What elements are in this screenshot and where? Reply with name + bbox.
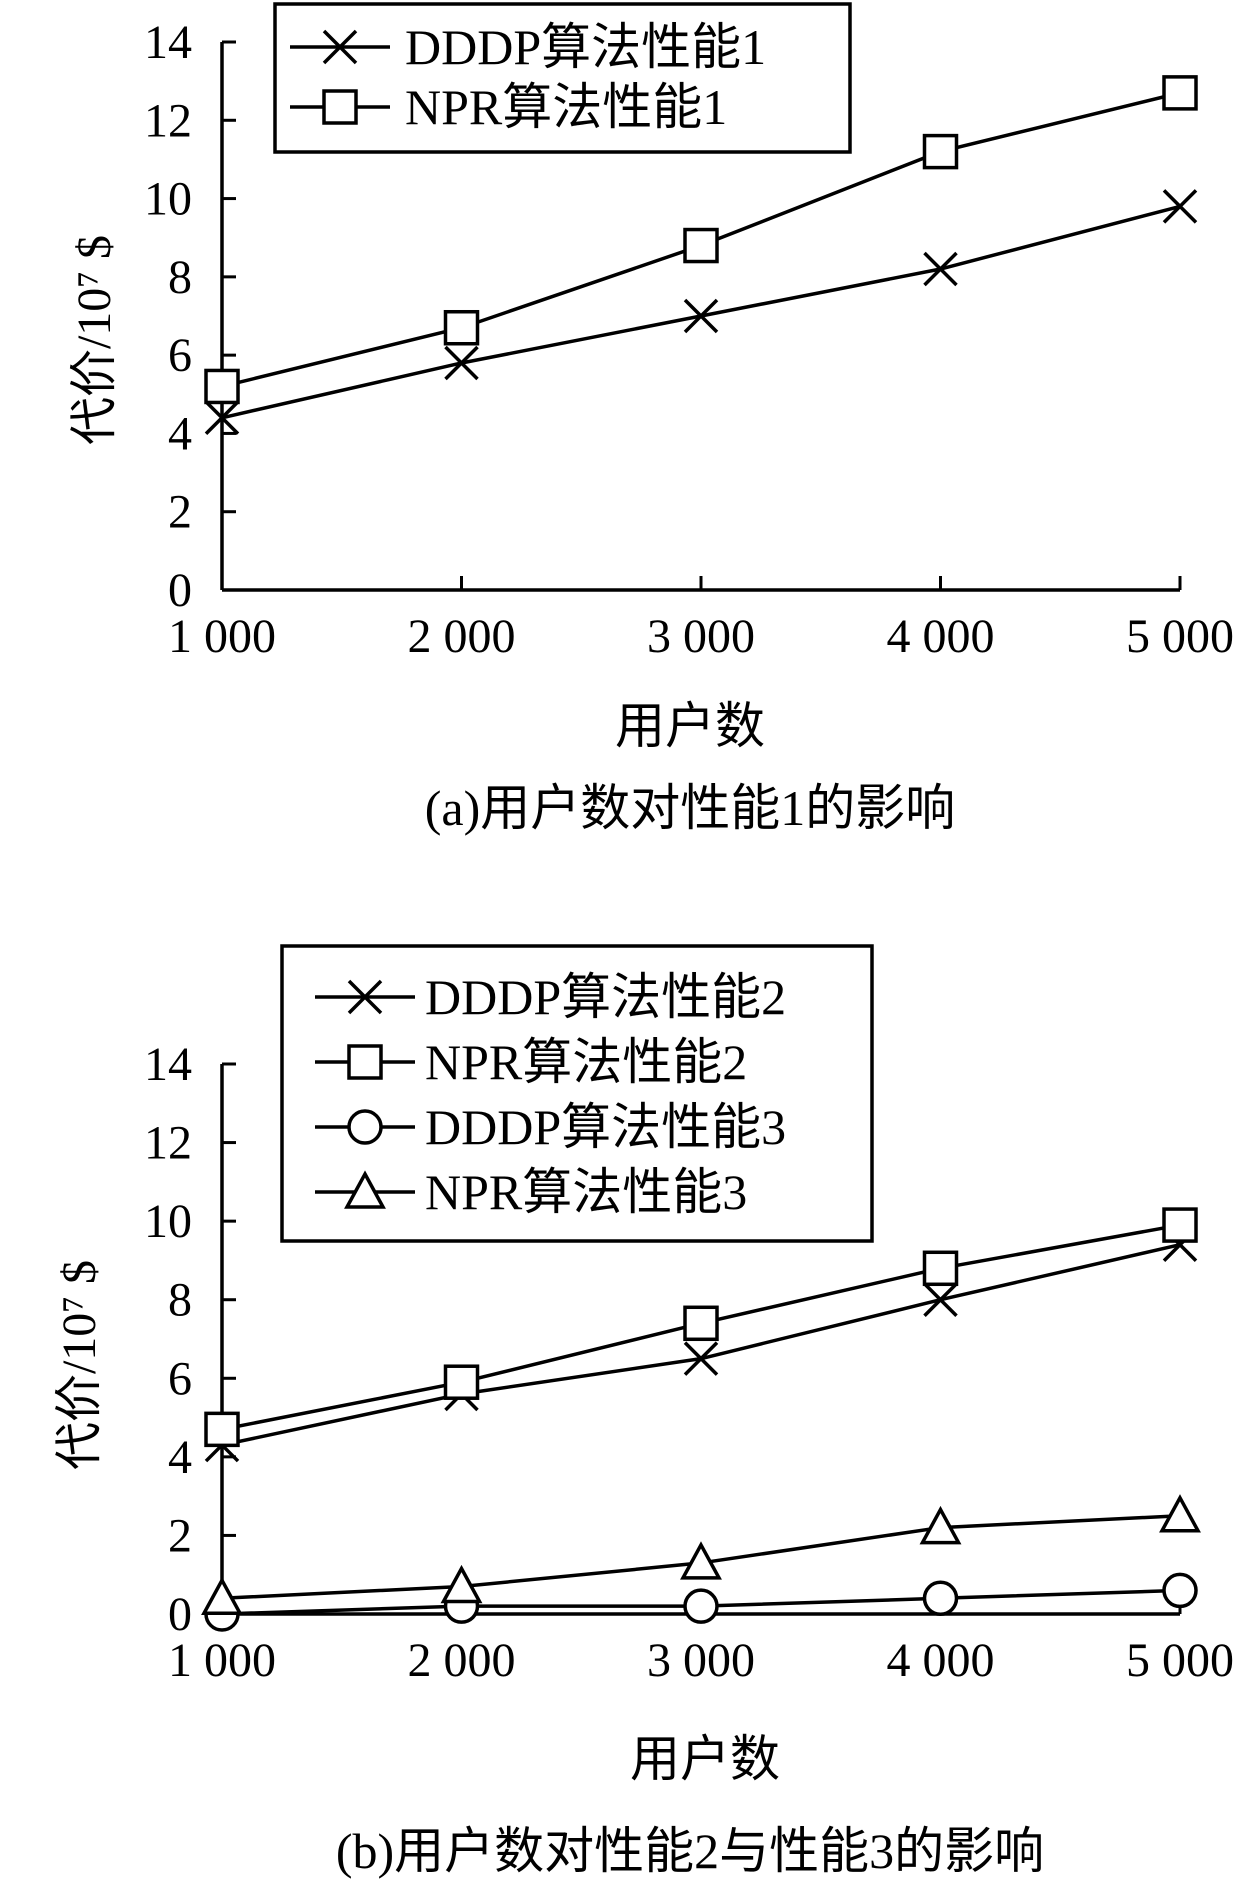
chart-caption: (b)用户数对性能2与性能3的影响 (336, 1823, 1044, 1879)
data-point (919, 1505, 962, 1545)
chart-0: 0 2 4 6 8 10 12 14 1 000 2 000 3 000 4 000 5 000 用户数 代… (68, 2, 1234, 836)
y-tick-label: 0 (168, 1588, 192, 1641)
x-tick-label: 2 000 (408, 1634, 516, 1687)
y-tick-label: 12 (144, 1117, 192, 1170)
data-point (683, 227, 719, 264)
y-tick-label: 8 (168, 251, 192, 304)
x-tick-label: 4 000 (887, 1634, 995, 1687)
x-tick-label: 1 000 (168, 610, 276, 663)
x-tick-label: 4 000 (887, 610, 995, 663)
x-tick-label: 5 000 (1126, 1634, 1234, 1687)
legend: DDDP算法性能2 NPR算法性能2 DDDP算法性能3 NPR算法性能3 (280, 944, 874, 1243)
x-tick-label: 2 000 (408, 610, 516, 663)
series-0-1 (204, 75, 1198, 405)
legend-marker (344, 1170, 386, 1209)
legend-label: DDDP算法性能3 (425, 1099, 786, 1155)
legend-label: NPR算法性能3 (425, 1164, 747, 1220)
data-point (443, 1364, 480, 1400)
data-point (922, 133, 959, 170)
legend-entry: DDDP算法性能2 (315, 969, 786, 1025)
legend-entry: NPR算法性能1 (290, 79, 727, 135)
data-point (922, 1580, 959, 1617)
y-tick-label: 0 (168, 564, 192, 617)
chart-caption: (a)用户数对性能1的影响 (425, 780, 956, 836)
data-point (1162, 75, 1198, 111)
x-tick-label: 1 000 (168, 1634, 276, 1687)
data-point (440, 1564, 483, 1604)
series-0-0 (204, 189, 1198, 436)
y-tick-label: 10 (144, 1195, 192, 1248)
data-point (683, 298, 719, 334)
x-axis-label: 用户数 (615, 698, 765, 754)
data-point (683, 1341, 719, 1376)
y-tick-label: 6 (168, 1352, 192, 1405)
legend-label: NPR算法性能1 (405, 79, 727, 135)
legend-label: NPR算法性能2 (425, 1034, 747, 1090)
data-point (923, 251, 958, 287)
x-axis-label: 用户数 (630, 1731, 780, 1787)
chart-1: 0 2 4 6 8 10 12 14 1 000 2 000 3 000 4 000 5 000 用户数 代… (53, 944, 1234, 1879)
data-point (683, 1305, 719, 1342)
legend-marker (322, 89, 358, 125)
data-point (1162, 1207, 1198, 1243)
data-point (923, 1282, 958, 1317)
data-point (204, 368, 240, 405)
data-point (1162, 1572, 1198, 1609)
y-tick-label: 4 (168, 1431, 192, 1484)
data-point (201, 1576, 243, 1616)
y-tick-label: 2 (168, 486, 192, 539)
series-line (221, 1243, 1181, 1447)
legend-entry: NPR算法性能2 (315, 1034, 747, 1090)
y-tick-label: 14 (144, 16, 192, 69)
data-point (443, 309, 480, 346)
legend-marker (322, 29, 358, 65)
legend-marker (347, 1109, 383, 1145)
y-axis-label: 代价/10⁷ $ (53, 1260, 106, 1470)
data-point (204, 1411, 240, 1448)
data-point (444, 345, 479, 381)
series-1-3 (201, 1494, 1201, 1616)
data-point (683, 1588, 719, 1624)
series-1-2 (204, 1572, 1198, 1632)
data-point (1162, 189, 1198, 224)
y-axis-label: 代价/10⁷ $ (68, 235, 121, 445)
data-point (922, 1250, 959, 1287)
series-1-0 (204, 1227, 1198, 1463)
x-tick-label: 3 000 (647, 1634, 755, 1687)
legend-entry: DDDP算法性能1 (290, 19, 766, 75)
x-tick-label: 3 000 (647, 610, 755, 663)
legend-label: DDDP算法性能1 (405, 19, 766, 75)
y-tick-label: 8 (168, 1274, 192, 1327)
legend-marker (347, 1044, 383, 1080)
legend-entry: NPR算法性能3 (315, 1164, 747, 1220)
data-point (204, 400, 240, 436)
y-tick-label: 2 (168, 1509, 192, 1562)
data-point (1159, 1494, 1201, 1533)
legend-entry: DDDP算法性能3 (315, 1099, 786, 1155)
y-tick-label: 10 (144, 173, 192, 226)
y-tick-label: 6 (168, 329, 192, 382)
legend-label: DDDP算法性能2 (425, 969, 786, 1025)
y-tick-label: 12 (144, 94, 192, 147)
legend-box (273, 2, 852, 154)
y-tick-label: 14 (144, 1038, 192, 1091)
y-tick-label: 4 (168, 407, 192, 460)
legend-marker (347, 979, 383, 1015)
data-point (680, 1541, 722, 1580)
x-tick-label: 5 000 (1126, 610, 1234, 663)
series-1-1 (204, 1207, 1198, 1448)
